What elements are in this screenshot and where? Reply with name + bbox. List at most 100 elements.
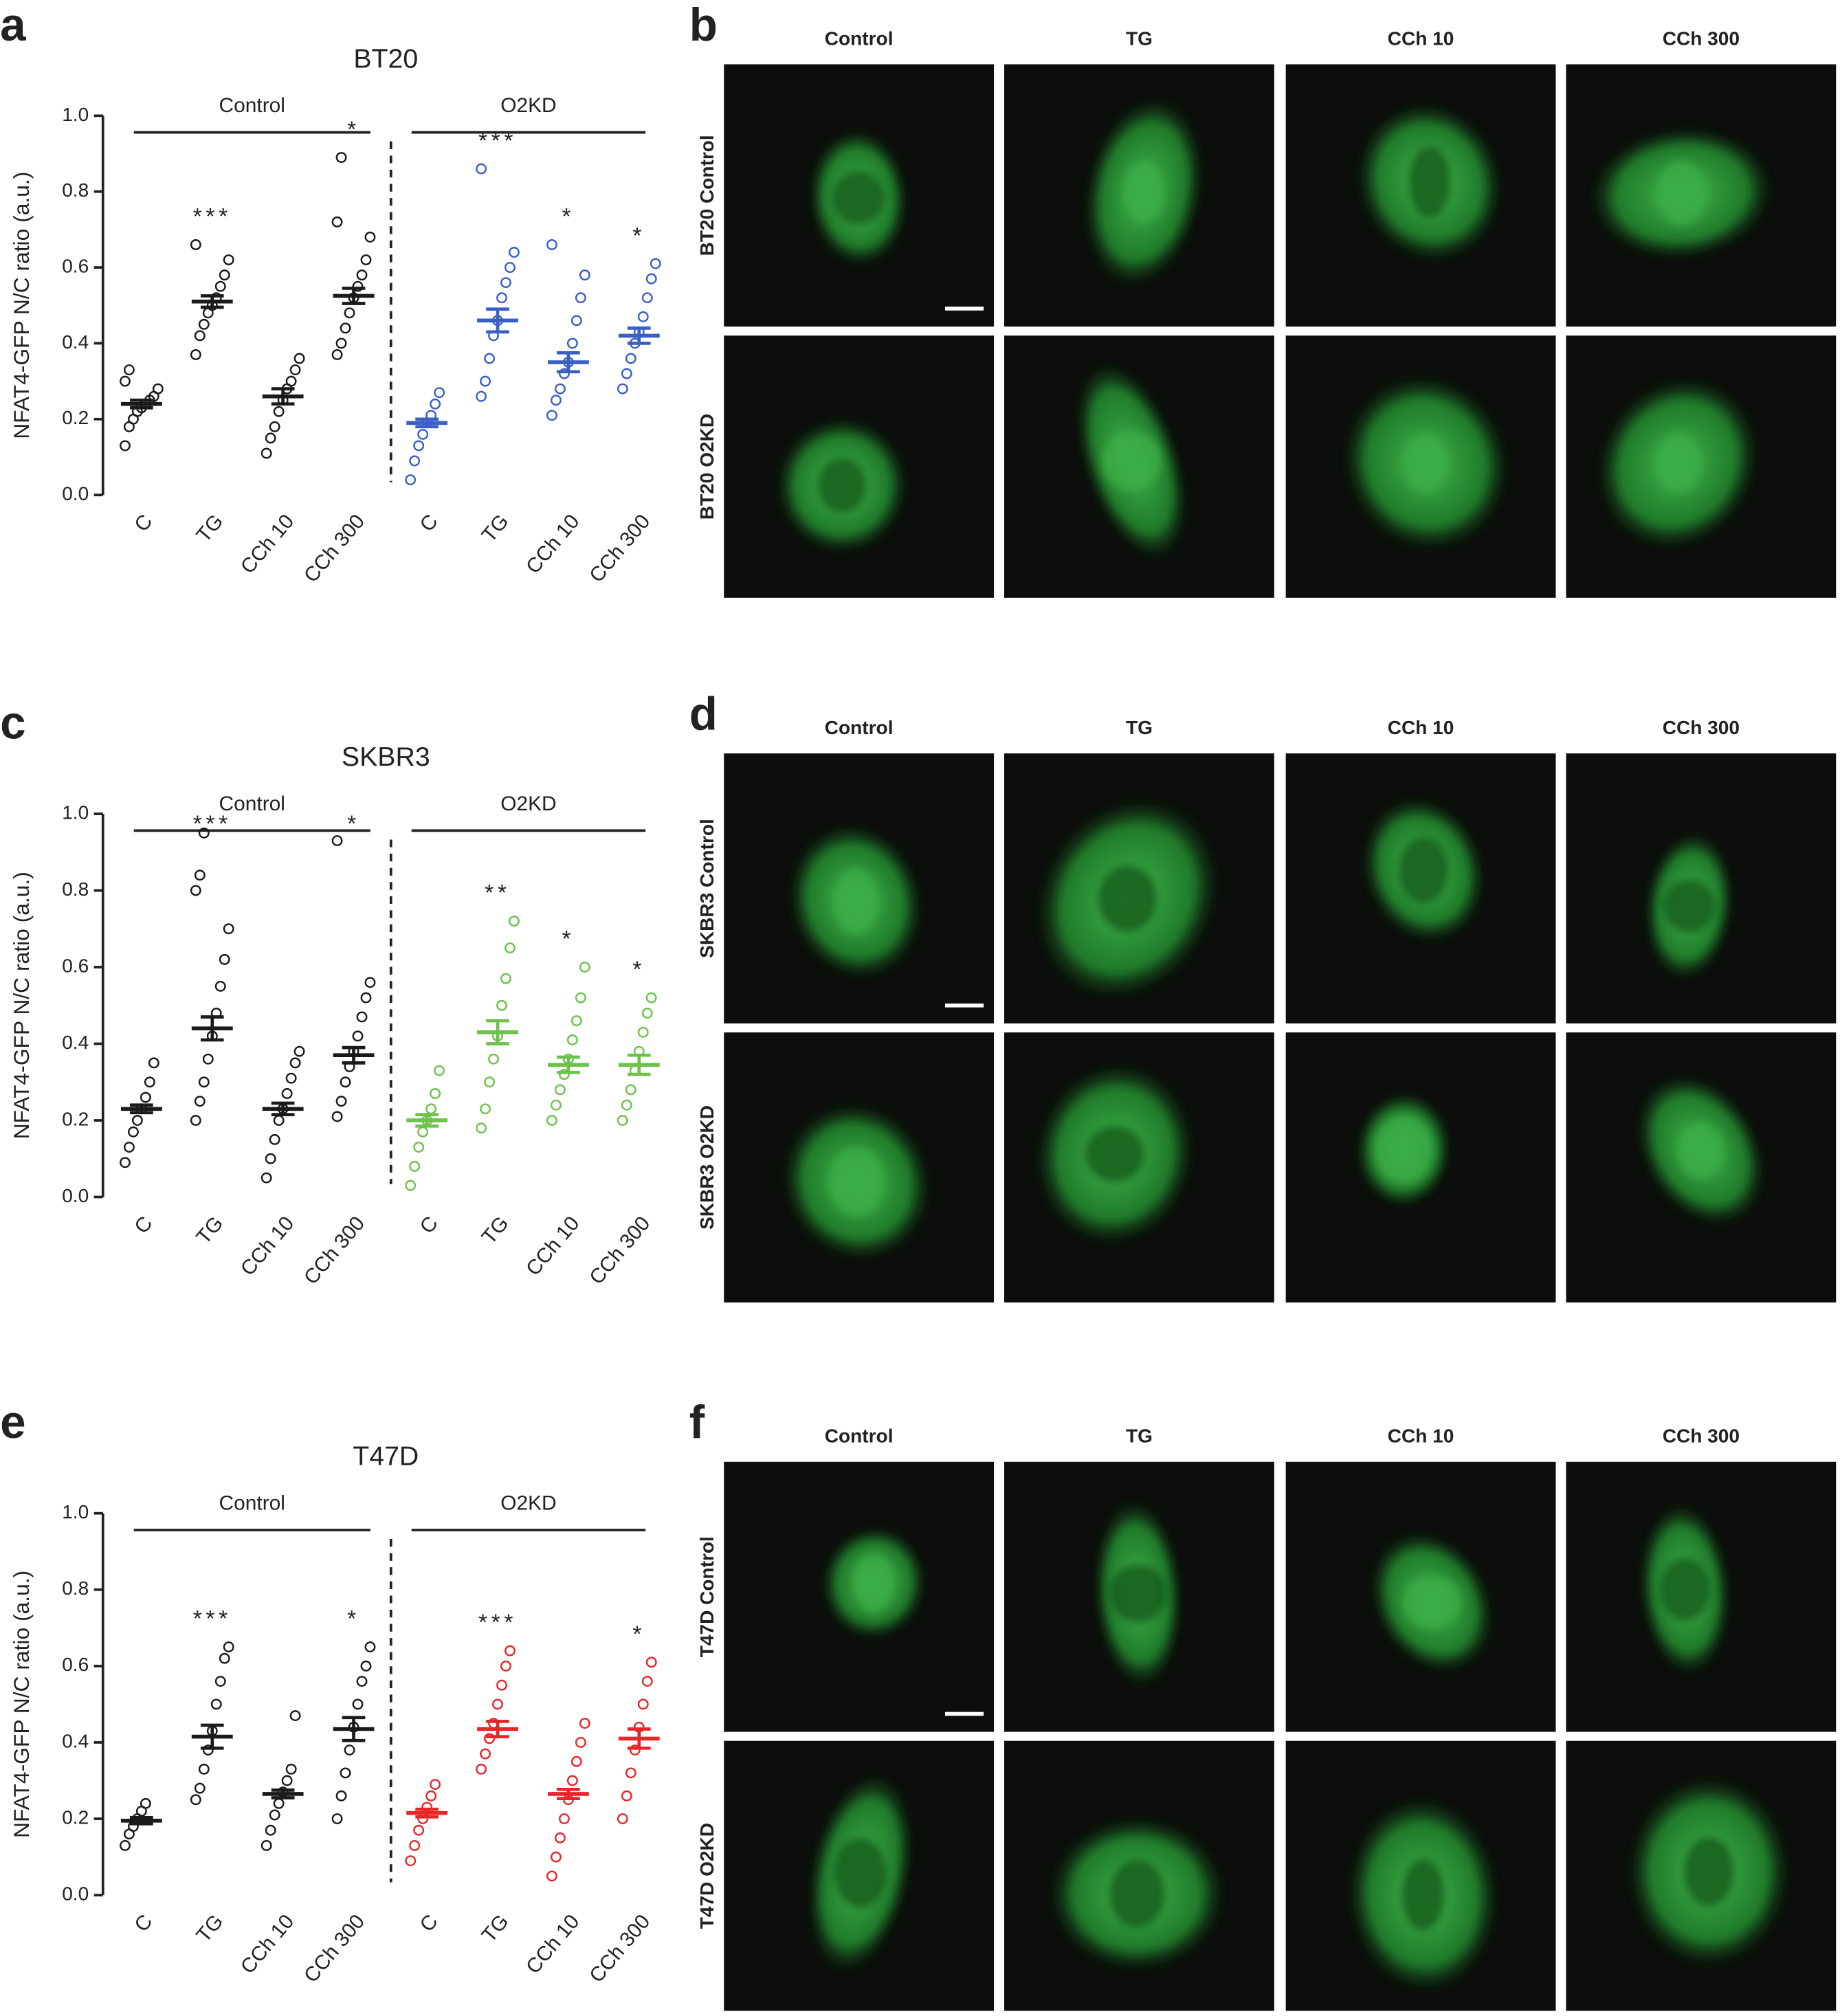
data-point xyxy=(434,1065,445,1076)
cell xyxy=(1092,1496,1184,1690)
data-point xyxy=(356,1676,368,1687)
cell xyxy=(1360,795,1487,945)
data-point xyxy=(273,1115,285,1126)
data-point xyxy=(637,311,649,322)
cell xyxy=(1594,375,1762,552)
column-header: TG xyxy=(1126,717,1153,738)
nucleus xyxy=(1676,1122,1725,1179)
panel-letter: a xyxy=(0,0,26,51)
data-point xyxy=(476,163,487,175)
panel-letter: e xyxy=(0,1397,25,1448)
y-axis-label: NFAT4-GFP N/C ratio (a.u.) xyxy=(9,172,34,439)
data-point xyxy=(123,1142,135,1153)
data-point xyxy=(352,1698,364,1710)
column-header: CCh 300 xyxy=(1663,717,1740,738)
data-point xyxy=(484,353,496,364)
cell xyxy=(820,1525,928,1641)
row-label: BT20 O2KD xyxy=(696,414,718,520)
group-label: Control xyxy=(219,94,285,117)
data-point xyxy=(625,1084,636,1096)
data-point xyxy=(360,1660,372,1672)
data-point xyxy=(551,395,562,406)
data-point xyxy=(360,992,372,1004)
x-tick-label: TG xyxy=(192,1910,228,1947)
data-point xyxy=(566,1775,578,1786)
y-tick-label: 0.8 xyxy=(62,1577,89,1599)
y-tick-label: 0.6 xyxy=(62,1654,89,1675)
significance: *** xyxy=(193,1606,232,1632)
cell xyxy=(1340,373,1512,553)
data-point xyxy=(637,1026,649,1038)
y-axis-label: NFAT4-GFP N/C ratio (a.u.) xyxy=(9,872,34,1139)
data-point xyxy=(127,1126,139,1138)
data-point xyxy=(558,368,570,379)
data-point xyxy=(344,307,355,319)
nucleus xyxy=(1655,160,1708,226)
data-point xyxy=(425,1790,437,1802)
data-point xyxy=(261,1172,272,1184)
data-point xyxy=(566,1034,578,1045)
data-point xyxy=(579,962,590,973)
cell xyxy=(1354,1090,1453,1209)
column-header: Control xyxy=(825,717,894,738)
data-point xyxy=(625,353,636,364)
data-point xyxy=(285,375,297,387)
nucleus xyxy=(1408,146,1451,218)
x-tick-label: CCh 10 xyxy=(236,510,298,578)
cell xyxy=(1082,95,1206,289)
data-point xyxy=(637,1698,649,1710)
data-point xyxy=(417,1126,429,1138)
data-point xyxy=(579,269,590,281)
cell xyxy=(806,1770,915,1975)
data-point xyxy=(214,1676,226,1687)
row-label: BT20 Control xyxy=(696,135,718,256)
cell xyxy=(1074,359,1189,563)
cell xyxy=(779,1100,933,1263)
y-tick-label: 0.2 xyxy=(62,1806,89,1828)
x-tick-label: CCh 300 xyxy=(300,1212,369,1289)
x-tick-label: C xyxy=(416,1910,443,1936)
x-tick-label: TG xyxy=(192,510,228,546)
nucleus xyxy=(1109,1860,1165,1928)
column-header: CCh 10 xyxy=(1388,27,1454,49)
nucleus xyxy=(1402,1575,1462,1629)
x-tick-label: CCh 300 xyxy=(585,1212,654,1289)
data-point xyxy=(331,349,343,360)
data-point xyxy=(289,364,301,376)
data-point xyxy=(265,1824,276,1836)
nucleus xyxy=(1122,161,1166,223)
data-point xyxy=(281,1088,293,1099)
data-point xyxy=(425,1103,437,1115)
data-point xyxy=(551,1851,562,1863)
data-point xyxy=(484,1733,496,1744)
data-point xyxy=(409,1839,421,1851)
data-point xyxy=(496,1679,507,1691)
significance: * xyxy=(562,927,575,952)
data-point xyxy=(340,322,351,334)
data-point xyxy=(500,1660,511,1672)
column-header: CCh 10 xyxy=(1388,717,1454,738)
data-point xyxy=(554,383,566,395)
data-point xyxy=(190,239,201,250)
data-point xyxy=(575,992,586,1004)
data-point xyxy=(496,292,507,304)
y-tick-label: 0.6 xyxy=(62,955,89,976)
nucleus xyxy=(1102,430,1162,492)
data-point xyxy=(194,1782,206,1794)
y-tick-label: 0.2 xyxy=(62,407,89,428)
y-tick-label: 0.6 xyxy=(62,255,89,276)
data-point xyxy=(430,1779,441,1791)
data-point xyxy=(198,1763,210,1775)
y-tick-label: 0.4 xyxy=(62,331,89,353)
significance: * xyxy=(632,1621,645,1647)
x-tick-label: CCh 10 xyxy=(236,1910,298,1978)
data-point xyxy=(335,1096,347,1107)
data-point xyxy=(413,1824,425,1836)
data-point xyxy=(210,1698,222,1710)
data-point xyxy=(356,1011,368,1023)
y-tick-label: 0.8 xyxy=(62,878,89,900)
data-point xyxy=(273,1797,285,1809)
data-point xyxy=(190,1115,201,1126)
data-point xyxy=(413,440,425,452)
data-point xyxy=(434,387,445,399)
